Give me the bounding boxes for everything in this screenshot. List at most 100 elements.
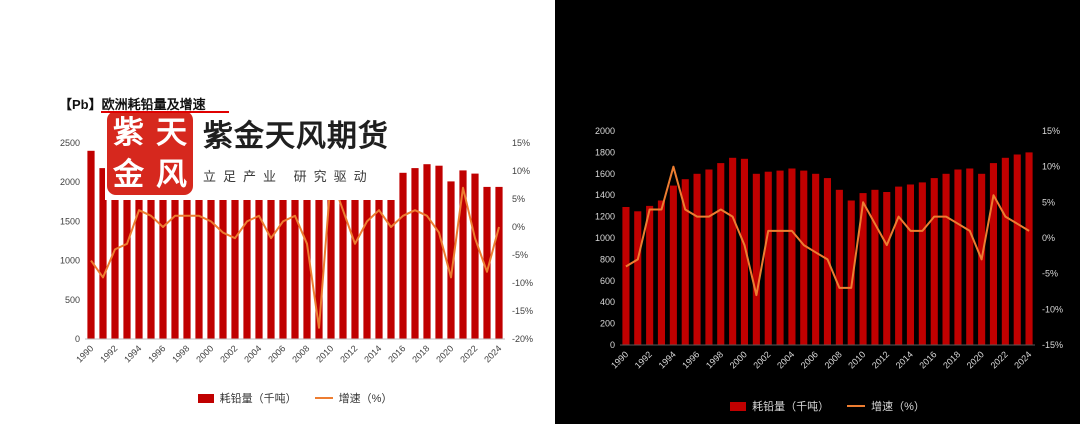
brand-watermark: 紫 天 金 风 紫金天风期货 立足产业 研究驱动 (105, 108, 399, 200)
left-axis-tick: 400 (600, 297, 615, 307)
x-axis-tick: 1998 (704, 349, 725, 370)
bar (681, 179, 689, 345)
chart-title: 【Pb】欧洲耗铅量及增速 (59, 97, 206, 112)
bar (183, 164, 191, 339)
bar (752, 173, 760, 345)
x-axis-tick: 1998 (170, 343, 191, 364)
bar (776, 170, 784, 345)
right-axis-tick: -15% (512, 306, 533, 316)
bar (423, 164, 431, 339)
legend-label-growth: 增速（%） (871, 401, 925, 413)
right-axis-tick: 15% (512, 138, 530, 148)
x-axis-tick: 2024 (482, 343, 503, 364)
right-axis-tick: -5% (1042, 269, 1058, 279)
left-axis-tick: 1600 (595, 169, 615, 179)
left-axis-tick: 1400 (595, 190, 615, 200)
left-axis-tick: 1800 (595, 147, 615, 157)
bar (847, 200, 855, 345)
bar (483, 186, 491, 339)
right-axis-tick: -15% (1042, 340, 1063, 350)
axis-labels: 0 200 400 600 800 1000 1200 1400 1600 1800 2000 -15… (595, 126, 1063, 350)
right-axis-tick: -10% (1042, 304, 1063, 314)
dark-panel: 0 200 400 600 800 1000 1200 1400 1600 1800 2000 -15… (555, 0, 1080, 424)
bar (657, 200, 665, 345)
bar (1013, 154, 1021, 345)
bar (471, 173, 479, 339)
bar (717, 163, 725, 345)
bar-swatch (197, 393, 214, 403)
line-swatch (314, 397, 333, 399)
bar (1001, 157, 1009, 346)
bar (255, 159, 263, 339)
bar (411, 168, 419, 339)
right-axis-tick: 0% (512, 222, 525, 232)
bar (339, 177, 347, 339)
x-axis-tick: 2020 (965, 349, 986, 370)
right-axis-tick: -5% (512, 250, 528, 260)
x-axis-tick: 2002 (751, 349, 772, 370)
bar (435, 165, 443, 339)
bar (729, 157, 737, 346)
right-axis-tick: 5% (512, 194, 525, 204)
x-axis-tick: 2002 (218, 343, 239, 364)
bar (87, 150, 95, 339)
left-axis-tick: 2000 (60, 177, 80, 187)
x-axis-tick: 2014 (362, 343, 383, 364)
right-axis-tick: 0% (1042, 233, 1055, 243)
x-axis-labels: 1990 1992 1994 1996 1998 2000 2002 2004 2006 2008… (609, 349, 1033, 370)
bar (351, 182, 359, 339)
left-axis-tick: 0 (75, 334, 80, 344)
bar (740, 158, 748, 345)
title-underline (101, 111, 229, 113)
x-axis-tick: 2006 (266, 343, 287, 364)
x-axis-tick: 2022 (458, 343, 479, 364)
left-axis-tick: 200 (600, 319, 615, 329)
bar (966, 168, 974, 345)
right-axis-tick: 10% (1042, 162, 1060, 172)
x-axis-tick: 1990 (74, 343, 95, 364)
bar (195, 161, 203, 339)
legend-item-growth: 增速（%） (314, 390, 392, 406)
bars (87, 150, 503, 339)
x-axis-tick: 2000 (728, 349, 749, 370)
bar (634, 211, 642, 346)
right-axis-tick: -20% (512, 334, 533, 344)
right-axis-tick: -10% (512, 278, 533, 288)
x-axis-tick: 2012 (338, 343, 359, 364)
legend-item-consumption: 耗铅量（千吨） (197, 390, 297, 406)
x-axis-tick: 1996 (680, 349, 701, 370)
left-axis-tick: 1200 (595, 212, 615, 222)
x-axis-tick: 2004 (242, 343, 263, 364)
bar (159, 171, 167, 339)
left-axis-tick: 2000 (595, 126, 615, 136)
brand-name: 紫金天风期货 (203, 120, 389, 153)
x-axis-tick: 2018 (410, 343, 431, 364)
left-axis-tick: 1000 (60, 256, 80, 266)
bar (207, 159, 215, 339)
x-axis-tick: 2014 (894, 349, 915, 370)
bar (954, 169, 962, 345)
right-axis-tick: 15% (1042, 126, 1060, 136)
x-axis-tick: 2008 (290, 343, 311, 364)
bar (883, 192, 891, 345)
x-axis-tick: 1994 (657, 349, 678, 370)
bar (693, 173, 701, 345)
legend-label-consumption: 耗铅量（千吨） (752, 401, 830, 413)
left-axis-tick: 500 (65, 295, 80, 305)
x-axis-tick: 2008 (823, 349, 844, 370)
bar (918, 182, 926, 345)
chart-europe-lead: 0 500 1000 1500 2000 2500 -20% -15% -10% -5% 0% 5% 1… (55, 88, 560, 424)
x-axis-tick: 1994 (122, 343, 143, 364)
x-axis-tick: 2012 (870, 349, 891, 370)
bar (788, 168, 796, 345)
right-axis-tick: 5% (1042, 197, 1055, 207)
lead-consumption-chart-light: 0 500 1000 1500 2000 2500 -20% -15% -10% -5% 0% 5% 1… (60, 138, 533, 365)
line-swatch (847, 405, 866, 407)
x-axis-tick: 1996 (146, 343, 167, 364)
bar (622, 207, 630, 345)
x-axis-tick: 1992 (98, 343, 119, 364)
legend-item-consumption: 耗铅量（千吨） (730, 398, 829, 414)
bar (705, 169, 713, 345)
bar (669, 185, 677, 345)
